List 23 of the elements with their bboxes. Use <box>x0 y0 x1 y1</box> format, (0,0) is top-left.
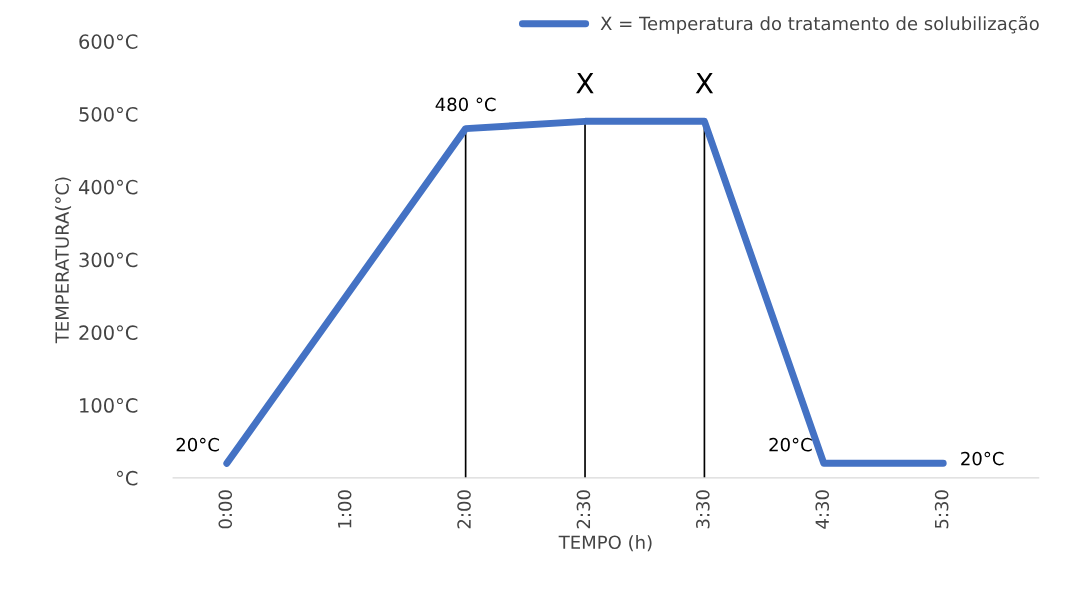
y-tick-label: 400°C <box>78 179 138 195</box>
annotation: X <box>695 73 714 94</box>
x-tick-label: 1:00 <box>337 490 352 528</box>
annotation: X <box>576 73 594 94</box>
x-tick-label: 0:00 <box>218 490 233 529</box>
y-tick-label: 300°C <box>79 252 138 268</box>
y-tick-label: 500°C <box>79 107 138 122</box>
x-tick-label: 2:30 <box>576 490 591 529</box>
y-tick-label: °C <box>116 470 138 486</box>
annotation: 20°C <box>769 437 812 452</box>
annotation: 480 °C <box>435 97 496 112</box>
y-axis-title: TEMPERATURA(°C) <box>54 177 72 344</box>
y-tick-label: 100°C <box>80 398 138 413</box>
annotation: 20°C <box>176 437 219 452</box>
y-tick-label: 200°C <box>79 325 138 341</box>
legend-label: X = Temperatura do tratamento de solubilização <box>600 16 1039 34</box>
x-tick-label: 4:30 <box>815 490 830 529</box>
x-tick-label: 2:00 <box>457 490 471 529</box>
x-tick-label: 5:30 <box>934 490 949 529</box>
annotation: 20°C <box>961 451 1004 466</box>
x-tick-label: 3:30 <box>696 490 710 529</box>
x-axis-title: TEMPO (h) <box>558 535 652 552</box>
y-tick-label: 600°C <box>79 34 138 49</box>
